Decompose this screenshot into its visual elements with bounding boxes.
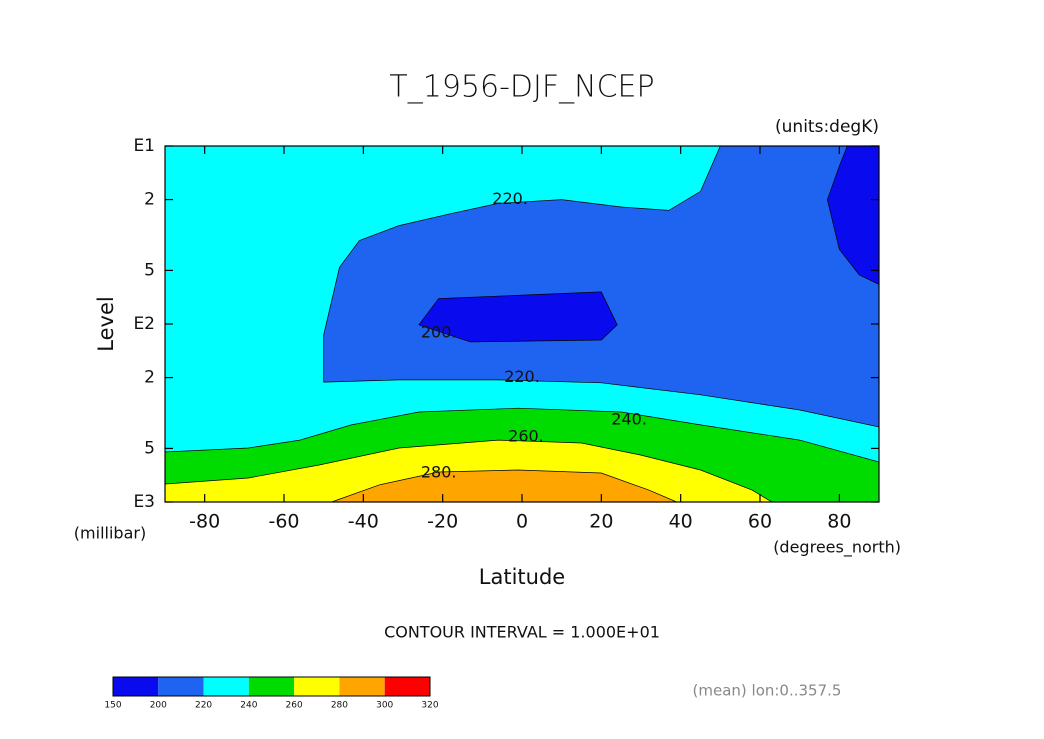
x-tick-label: 0 [516, 511, 528, 533]
colorbar-label: 320 [421, 701, 438, 711]
x-units-label: (degrees_north) [773, 538, 901, 558]
contour-label: 280. [421, 462, 457, 481]
colorbar-swatch [158, 677, 204, 696]
x-tick-label: -20 [427, 511, 458, 533]
colorbar-label: 200 [150, 701, 167, 711]
colorbar-swatch [384, 677, 430, 696]
x-tick-label: -80 [189, 511, 220, 533]
colorbar-label: 220 [195, 701, 212, 711]
colorbar-label: 280 [331, 701, 348, 711]
y-units-label: (millibar) [74, 524, 146, 543]
contour-region [331, 469, 677, 503]
x-tick-label: 20 [589, 511, 613, 533]
contour-label: 220. [492, 189, 528, 208]
x-tick-label: 80 [827, 511, 851, 533]
contour-label: 200. [421, 322, 457, 341]
colorbar-swatch [339, 677, 385, 696]
y-tick-label: 5 [144, 438, 155, 458]
y-tick-label: 5 [144, 260, 155, 280]
colorbar-swatch [294, 677, 340, 696]
y-axis-label: Level [94, 296, 118, 351]
colorbar-label: 150 [104, 701, 121, 711]
colorbar-swatch [203, 677, 249, 696]
footnote: (mean) lon:0..357.5 [693, 682, 842, 700]
x-axis-label: Latitude [479, 565, 565, 589]
contour-label: 220. [504, 367, 540, 386]
colorbar-label: 240 [240, 701, 257, 711]
y-tick-label: 2 [144, 368, 155, 388]
contour-interval: CONTOUR INTERVAL = 1.000E+01 [384, 623, 660, 642]
colorbar-swatch [248, 677, 295, 696]
y-tick-label: E2 [133, 314, 155, 334]
contour-region [418, 291, 618, 343]
y-tick-label: E3 [133, 492, 155, 512]
chart-title: T_1956-DJF_NCEP [389, 70, 654, 105]
colorbar-swatch [113, 677, 159, 696]
colorbar-label: 260 [286, 701, 303, 711]
x-tick-label: -60 [268, 511, 299, 533]
colorbar-label: 300 [376, 701, 393, 711]
units-label: (units:degK) [775, 117, 879, 137]
colorbar-frame [112, 676, 431, 697]
x-tick-label: -40 [348, 511, 379, 533]
contour-label: 240. [611, 409, 647, 428]
y-tick-label: 2 [144, 190, 155, 210]
x-tick-label: 40 [669, 511, 693, 533]
contour-region [323, 145, 880, 428]
x-tick-label: 60 [748, 511, 772, 533]
contour-label: 260. [508, 426, 544, 445]
y-tick-label: E1 [133, 136, 155, 156]
